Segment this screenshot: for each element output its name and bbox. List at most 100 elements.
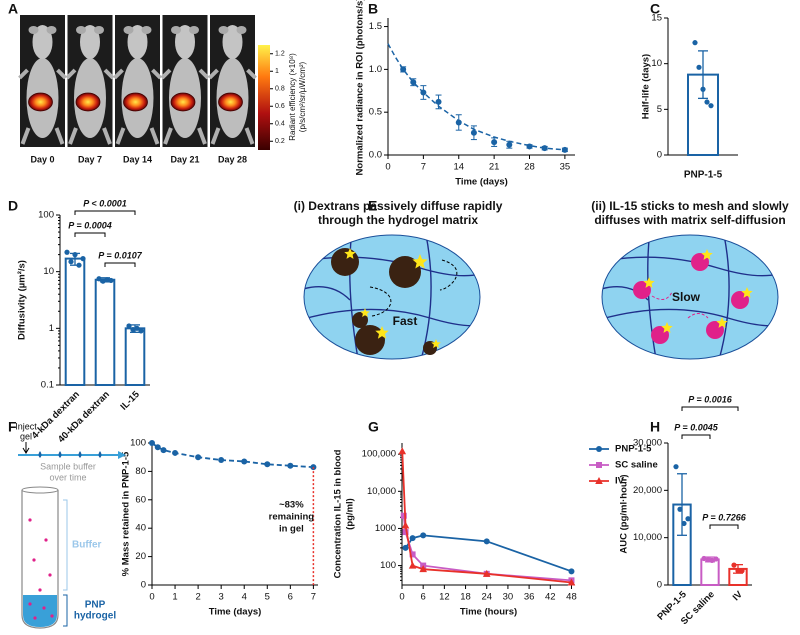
diagram-label: Sample buffer <box>40 461 96 471</box>
inject-arrow <box>22 442 30 454</box>
x-tick-label: IL-15 <box>118 389 142 413</box>
data-point <box>420 89 427 96</box>
data-point <box>160 447 167 454</box>
mouse-legs <box>113 68 162 145</box>
mesh-strand <box>715 235 730 359</box>
x-tick-label: 5 <box>265 592 270 603</box>
series-line <box>151 442 314 469</box>
y-tick-label: 30,000 <box>633 438 662 449</box>
y-tick-label: 0 <box>141 580 146 591</box>
signal <box>218 92 243 112</box>
data-point <box>80 256 86 262</box>
mouse-legs <box>18 68 67 145</box>
x-tick-label: PNP-1-5 <box>684 170 723 181</box>
mouse-head <box>80 25 100 59</box>
x-tick-label: 14 <box>453 162 464 173</box>
hydrogel-region <box>23 595 57 627</box>
y-axis-title: Concentration IL-15 in blood <box>333 449 344 578</box>
diffusion-arrow <box>369 286 392 317</box>
cargo-star <box>716 317 728 328</box>
y-tick-label: 5 <box>657 104 662 115</box>
diffusion-arrow <box>439 259 458 291</box>
data-point <box>561 146 568 153</box>
bracket <box>63 594 68 627</box>
x-tick-label: 4 <box>242 592 247 603</box>
mouse-head <box>222 25 243 59</box>
data-point <box>739 568 745 574</box>
data-point <box>409 551 416 558</box>
il15-dot <box>50 614 54 618</box>
mesh-strand <box>304 286 351 301</box>
il15-dot <box>38 588 42 592</box>
legend-marker <box>595 477 603 484</box>
panel-label: C <box>650 1 660 17</box>
data-point <box>402 544 409 551</box>
data-point <box>491 139 498 146</box>
x-tick-label: 21 <box>489 162 500 173</box>
data-point <box>470 129 477 136</box>
x-tick-label: 0 <box>399 592 404 603</box>
data-point <box>138 328 144 334</box>
x-tick-label: 7 <box>421 162 426 173</box>
data-point <box>482 569 491 577</box>
dextran <box>355 325 385 355</box>
diagram-title: through the hydrogel matrix <box>318 213 478 227</box>
y-axis-title: (pg/ml) <box>345 498 356 530</box>
significance-bracket <box>681 434 711 439</box>
mouse-ear <box>123 26 134 34</box>
panel-label: G <box>368 419 379 435</box>
data-point <box>685 516 691 522</box>
y-tick-label: 1.0 <box>369 64 382 75</box>
day-label: Day 0 <box>30 154 54 164</box>
bar <box>700 558 720 587</box>
panel-label: A <box>8 1 18 17</box>
cargo-star <box>701 249 713 260</box>
data-point <box>735 568 741 574</box>
il15-dot <box>44 538 48 542</box>
x-axis-title: Time (days) <box>455 177 508 188</box>
sample-drop <box>78 451 82 458</box>
mouse-ear <box>189 26 199 34</box>
data-point <box>241 458 248 465</box>
x-tick-label: 48 <box>566 592 577 603</box>
significance-bracket <box>74 232 106 237</box>
data-point <box>696 64 702 70</box>
x-axis-title: Time (days) <box>209 607 262 618</box>
data-point <box>195 454 202 461</box>
data-point <box>692 40 698 46</box>
bar <box>64 257 86 386</box>
y-tick-label: 100 <box>38 210 54 221</box>
il15-dot <box>28 602 32 606</box>
data-point <box>420 532 427 539</box>
y-tick-label: 20,000 <box>633 485 662 496</box>
signal <box>123 92 148 112</box>
significance-bracket <box>104 262 136 267</box>
p-value: P = 0.0045 <box>674 422 718 432</box>
legend-label: PNP-1-5 <box>615 444 652 455</box>
data-point <box>709 557 715 563</box>
mouse-legs <box>208 68 257 145</box>
data-point <box>567 578 576 586</box>
y-tick-label: 60 <box>135 494 146 505</box>
data-point <box>568 568 575 575</box>
data-point <box>64 249 70 255</box>
il15-dot <box>48 573 52 577</box>
mouse-ear <box>171 26 181 34</box>
data-point <box>149 440 155 446</box>
tube <box>21 490 59 629</box>
mouse-legs <box>160 68 210 145</box>
data-point <box>264 461 271 468</box>
y-axis-title: Diffusivity (µm²/s) <box>17 260 28 340</box>
hydrogel <box>601 234 779 360</box>
data-point <box>287 462 294 469</box>
colorbar-unit: (p/s/cm²/sr/µW/cm²) <box>298 61 307 132</box>
x-tick-label: 30 <box>503 592 514 603</box>
cargo-star <box>643 277 655 288</box>
data-point <box>402 529 409 536</box>
x-tick-label: 1 <box>172 592 177 603</box>
data-point <box>401 521 410 529</box>
y-axis-title: Normalized radiance in ROI (photons/s) <box>355 0 366 175</box>
x-tick-label: 28 <box>524 162 535 173</box>
data-point <box>408 561 417 569</box>
data-point <box>705 557 711 563</box>
